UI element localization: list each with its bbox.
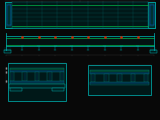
Bar xyxy=(90,70,149,74)
Bar xyxy=(10,87,22,90)
Bar xyxy=(35,72,39,81)
Bar xyxy=(91,74,95,82)
Bar xyxy=(5,2,12,28)
Bar xyxy=(9,84,65,87)
Bar xyxy=(10,81,64,84)
Bar xyxy=(47,72,52,81)
Bar xyxy=(149,4,154,26)
Bar xyxy=(149,5,153,25)
Bar xyxy=(6,4,11,26)
Bar xyxy=(104,74,108,82)
Bar xyxy=(12,2,148,28)
Bar xyxy=(7,5,11,25)
Bar xyxy=(4,50,11,53)
Bar xyxy=(5,2,155,28)
Bar xyxy=(6,36,154,46)
Bar xyxy=(52,87,64,90)
Bar xyxy=(150,50,157,53)
Bar xyxy=(117,74,122,82)
Bar xyxy=(60,72,64,81)
Bar xyxy=(8,63,66,101)
Bar xyxy=(22,72,27,81)
Bar xyxy=(144,74,148,82)
Bar xyxy=(148,2,155,28)
Bar xyxy=(90,82,149,85)
Bar xyxy=(131,74,135,82)
Bar xyxy=(88,65,151,95)
Bar xyxy=(10,72,14,81)
Bar xyxy=(10,68,64,72)
